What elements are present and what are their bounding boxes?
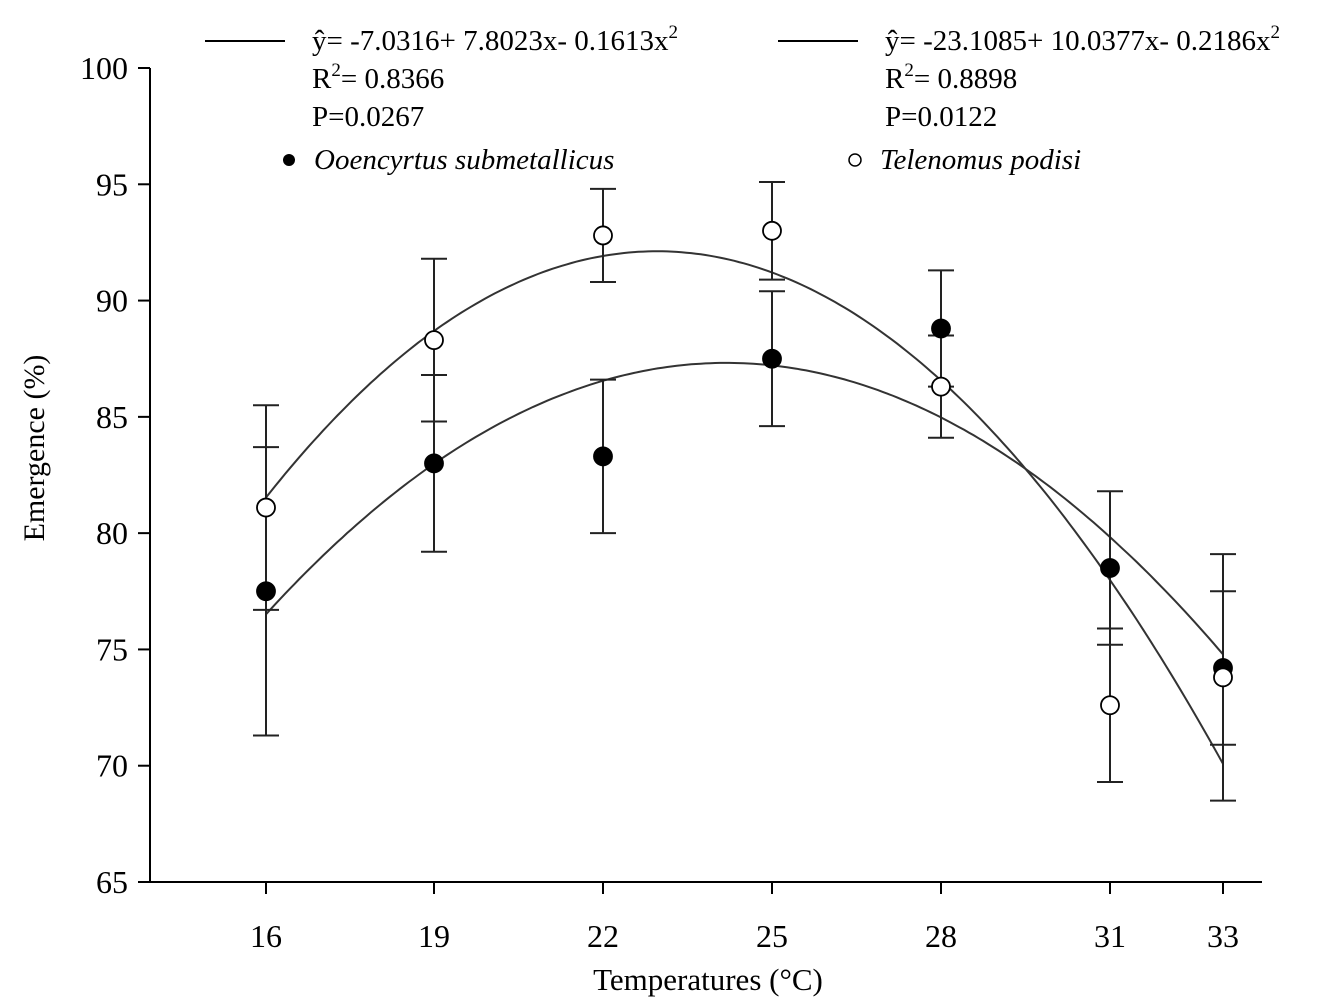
point-telenomus bbox=[762, 220, 782, 241]
point-ooencyrtus bbox=[1100, 558, 1120, 578]
x-tick-label: 16 bbox=[250, 918, 282, 954]
x-axis-label: Temperatures (°C) bbox=[593, 962, 823, 997]
fit-curves bbox=[265, 250, 1224, 765]
point-telenomus bbox=[1100, 695, 1120, 716]
x-tick-label: 25 bbox=[756, 918, 788, 954]
r2-label-telenomus: R bbox=[885, 63, 905, 95]
x-ticks: 16 19 22 25 28 31 33 bbox=[250, 882, 1239, 954]
r2-ooencyrtus: R2= 0.8366 bbox=[312, 60, 444, 95]
equation-text-telenomus: ŷ= -23.1085+ 10.0377x- 0.2186x bbox=[885, 25, 1271, 57]
x-tick-label: 19 bbox=[418, 918, 450, 954]
point-ooencyrtus bbox=[256, 581, 276, 602]
equation-telenomus: ŷ= -23.1085+ 10.0377x- 0.2186x2 bbox=[885, 22, 1280, 57]
r2-label-ooencyrtus: R bbox=[312, 63, 332, 95]
point-ooencyrtus bbox=[931, 318, 951, 339]
point-ooencyrtus bbox=[593, 446, 613, 467]
p-value-ooencyrtus: P=0.0267 bbox=[312, 101, 424, 133]
data-points bbox=[256, 220, 1233, 716]
point-telenomus bbox=[256, 497, 276, 518]
point-telenomus bbox=[931, 376, 951, 397]
y-axis-label: Emergence (%) bbox=[18, 355, 51, 542]
x-tick-label: 33 bbox=[1207, 918, 1239, 954]
y-tick-label: 65 bbox=[96, 864, 128, 900]
y-tick-label: 90 bbox=[96, 283, 128, 319]
legend-entry-ooencyrtus: ŷ= -7.0316+ 7.8023x- 0.1613x2 R2= 0.8366… bbox=[205, 22, 678, 176]
y-tick-label: 75 bbox=[96, 631, 128, 667]
point-ooencyrtus bbox=[424, 453, 444, 474]
x-tick-label: 28 bbox=[925, 918, 957, 954]
r2-superscript-telenomus: 2 bbox=[904, 60, 914, 81]
y-tick-label: 85 bbox=[96, 399, 128, 435]
x-tick-label: 22 bbox=[587, 918, 619, 954]
r2-superscript-ooencyrtus: 2 bbox=[331, 60, 341, 81]
point-telenomus bbox=[593, 225, 613, 246]
y-tick-label: 80 bbox=[96, 515, 128, 551]
y-ticks: 65 70 75 80 85 90 95 100 bbox=[80, 50, 150, 900]
equation-superscript-ooencyrtus: 2 bbox=[669, 22, 679, 43]
fit-curve-ooencyrtus bbox=[265, 361, 1224, 655]
r2-value-ooencyrtus: = 0.8366 bbox=[341, 63, 444, 95]
p-value-telenomus: P=0.0122 bbox=[885, 101, 997, 133]
error-bars bbox=[253, 180, 1236, 802]
x-tick-label: 31 bbox=[1094, 918, 1126, 954]
y-tick-label: 70 bbox=[96, 748, 128, 784]
equation-superscript-telenomus: 2 bbox=[1271, 22, 1281, 43]
legend-marker-ooencyrtus bbox=[283, 154, 295, 166]
legend-marker-telenomus bbox=[848, 153, 862, 167]
point-telenomus bbox=[424, 330, 444, 351]
r2-telenomus: R2= 0.8898 bbox=[885, 60, 1017, 95]
y-tick-label: 100 bbox=[80, 50, 128, 86]
equation-text-ooencyrtus: ŷ= -7.0316+ 7.8023x- 0.1613x bbox=[312, 25, 669, 57]
legend-entry-telenomus: ŷ= -23.1085+ 10.0377x- 0.2186x2 R2= 0.88… bbox=[778, 22, 1280, 176]
legend-label-ooencyrtus: Ooencyrtus submetallicus bbox=[314, 144, 614, 176]
equation-ooencyrtus: ŷ= -7.0316+ 7.8023x- 0.1613x2 bbox=[312, 22, 678, 57]
fit-curve-telenomus bbox=[265, 250, 1224, 765]
r2-value-telenomus: = 0.8898 bbox=[914, 63, 1017, 95]
point-ooencyrtus bbox=[762, 348, 782, 369]
legend-label-telenomus: Telenomus podisi bbox=[880, 144, 1081, 176]
y-tick-label: 95 bbox=[96, 166, 128, 202]
point-telenomus bbox=[1213, 667, 1233, 688]
